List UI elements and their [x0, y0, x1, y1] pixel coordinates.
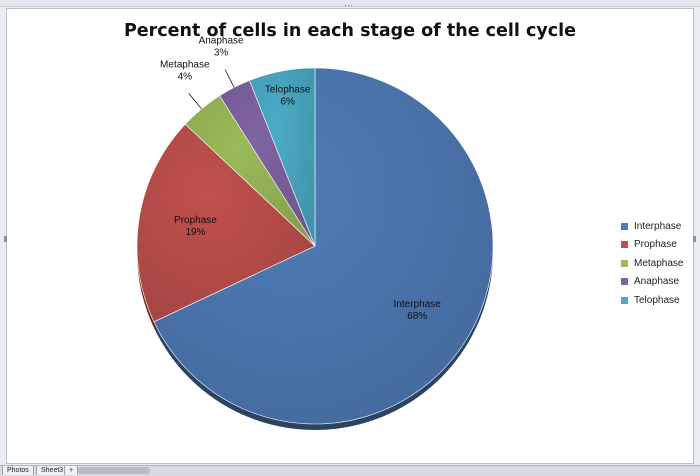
leader-line-metaphase	[188, 93, 202, 110]
add-sheet-button[interactable]: +	[64, 466, 79, 475]
data-label-anaphase: Anaphase 3%	[199, 36, 244, 59]
chart-area[interactable]: Percent of cells in each stage of the ce…	[6, 8, 694, 464]
legend-label: Telophase	[634, 294, 680, 306]
data-label-prophase: Prophase 19%	[174, 215, 217, 238]
legend-swatch	[621, 296, 628, 304]
data-label-interphase: Interphase 68%	[394, 299, 442, 322]
resize-grip-icon[interactable]: ⋯	[344, 0, 354, 10]
horizontal-scrollbar[interactable]	[78, 467, 150, 474]
legend-swatch	[621, 259, 628, 267]
legend-label: Metaphase	[634, 257, 684, 269]
pie-slice-interphase[interactable]	[153, 67, 494, 425]
data-label-telophase: Telophase 6%	[265, 85, 311, 108]
legend-item-interphase: Interphase	[621, 217, 683, 236]
legend-item-metaphase: Metaphase	[621, 254, 683, 273]
sheet-tab-bar: Photos Sheet3 +	[0, 465, 700, 476]
chart-title: Percent of cells in each stage of the ce…	[123, 21, 577, 41]
pie-slice-prophase[interactable]	[136, 123, 316, 323]
legend-label: Anaphase	[634, 276, 680, 288]
legend-label: Prophase	[634, 239, 677, 251]
legend-swatch	[621, 241, 628, 249]
legend-item-prophase: Prophase	[621, 236, 683, 255]
legend-item-anaphase: Anaphase	[621, 273, 683, 292]
window-top-edge: ⋯	[0, 0, 700, 10]
legend-item-telophase: Telophase	[621, 291, 683, 310]
sheet-tab-photos[interactable]: Photos	[2, 466, 34, 475]
legend-swatch	[621, 278, 628, 286]
left-resize-handle[interactable]	[4, 236, 7, 242]
pie-chart: Interphase 68% Prophase 19% Metaphase 4%Anaph…	[136, 36, 494, 431]
data-label-metaphase: Metaphase 4%	[160, 59, 210, 82]
leader-line-anaphase	[224, 69, 235, 88]
right-resize-handle[interactable]	[693, 236, 696, 242]
legend-swatch	[621, 222, 628, 230]
chart-legend: Interphase Prophase Metaphase Anaphase Telop…	[621, 217, 683, 310]
legend-label: Interphase	[634, 220, 682, 232]
pie-slice-telophase[interactable]	[249, 67, 316, 247]
